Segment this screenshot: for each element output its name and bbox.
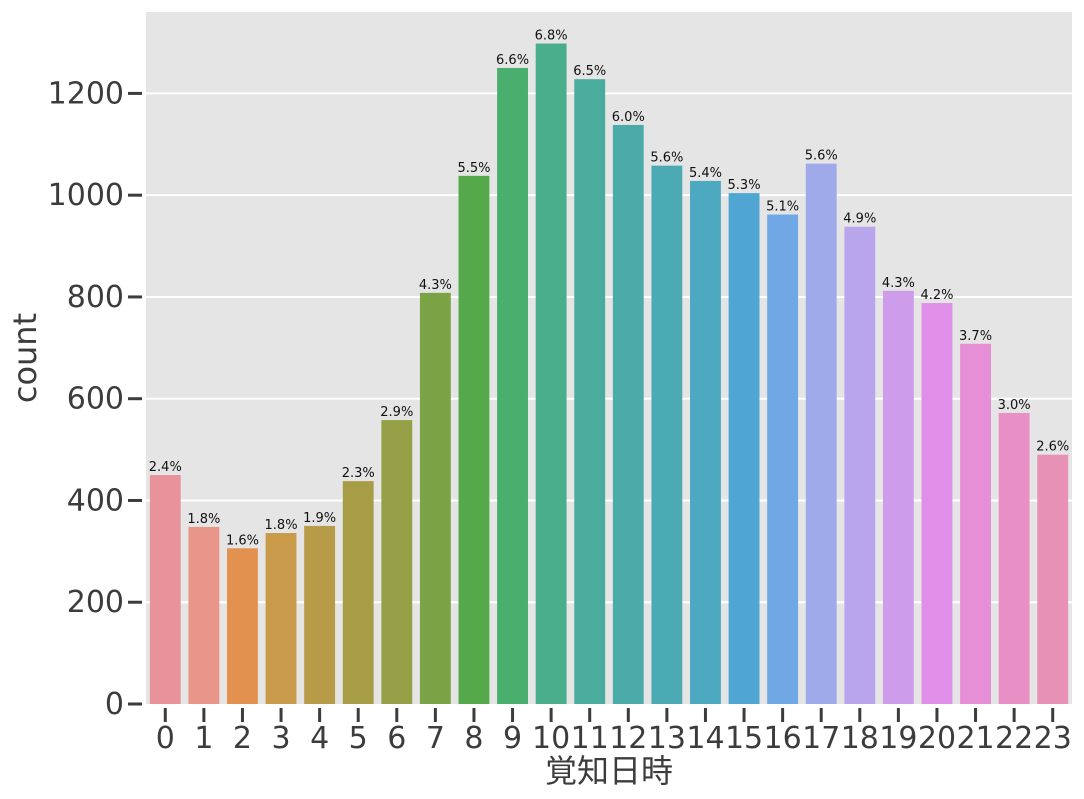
x-tick-label: 1: [194, 721, 213, 756]
x-tick-label: 3: [271, 721, 290, 756]
x-tick-label: 21: [956, 721, 994, 756]
x-axis-title: 覚知日時: [545, 752, 673, 790]
data-label-3: 1.8%: [265, 518, 298, 533]
x-tick-label: 4: [310, 721, 329, 756]
y-tick-label: 1200: [48, 76, 124, 111]
bar-6: [381, 420, 413, 704]
bar-13: [651, 165, 683, 705]
y-axis: 0 200 400 600 800 1000 1200: [48, 76, 142, 722]
bars: [149, 43, 1069, 705]
x-tick-label: 11: [571, 721, 609, 756]
bar-23: [1037, 454, 1069, 704]
data-label-22: 3.0%: [998, 398, 1031, 413]
y-tick-label: 800: [67, 280, 124, 315]
data-label-14: 5.4%: [689, 166, 722, 181]
plot-area: [146, 12, 1072, 704]
bar-22: [998, 412, 1030, 704]
data-label-10: 6.8%: [535, 29, 568, 44]
data-label-7: 4.3%: [419, 278, 452, 293]
x-tick-label: 12: [609, 721, 647, 756]
data-label-8: 5.5%: [457, 161, 490, 176]
x-tick-label: 2: [233, 721, 252, 756]
bar-9: [497, 67, 528, 705]
data-label-6: 2.9%: [380, 405, 413, 420]
data-label-19: 4.3%: [882, 276, 915, 291]
x-tick-label: 5: [349, 721, 368, 756]
bar-5: [342, 481, 374, 704]
x-tick-label: 23: [1034, 721, 1072, 756]
x-tick-label: 0: [156, 721, 175, 756]
data-label-0: 2.4%: [149, 460, 182, 475]
bar-3: [265, 533, 297, 704]
x-tick-label: 13: [648, 721, 686, 756]
bar-14: [690, 180, 721, 704]
x-tick-label: 18: [841, 721, 879, 756]
x-tick-label: 15: [725, 721, 763, 756]
bar-2: [227, 548, 258, 704]
x-tick-label: 10: [532, 721, 570, 756]
bar-4: [304, 525, 336, 704]
bar-19: [882, 290, 914, 704]
data-labels: 2.4% 1.8% 1.6% 1.8% 1.9% 2.3% 2.9% 4.3% 5.5% 6.6%…: [149, 29, 1069, 549]
bar-15: [728, 193, 760, 704]
y-tick-label: 0: [105, 687, 124, 722]
data-label-2: 1.6%: [226, 533, 259, 548]
x-tick-label: 9: [503, 721, 522, 756]
x-tick-label: 19: [879, 721, 917, 756]
bar-12: [612, 124, 644, 705]
data-label-21: 3.7%: [959, 329, 992, 344]
x-tick-label: 16: [764, 721, 802, 756]
x-axis: 0 1 2 3 4 5 6 7 8 9 10 11 12 13 14 15 16 17 18 19 20 21 22 23: [156, 708, 1072, 756]
x-tick-label: 14: [686, 721, 724, 756]
data-label-18: 4.9%: [843, 212, 876, 227]
bar-0: [149, 475, 181, 704]
data-label-23: 2.6%: [1036, 440, 1069, 455]
data-label-17: 5.6%: [805, 149, 838, 164]
x-tick-label: 7: [426, 721, 445, 756]
bar-8: [458, 175, 490, 704]
bar-17: [805, 163, 837, 705]
x-tick-label: 8: [464, 721, 483, 756]
y-tick-label: 1000: [48, 178, 124, 213]
bar-18: [844, 226, 876, 705]
data-label-1: 1.8%: [187, 512, 220, 527]
data-label-9: 6.6%: [496, 53, 529, 68]
bar-1: [188, 526, 220, 704]
x-tick-label: 20: [918, 721, 956, 756]
x-tick-label: 17: [802, 721, 840, 756]
bar-7: [419, 292, 451, 704]
y-tick-label: 200: [67, 585, 124, 620]
bar-20: [921, 303, 953, 704]
data-label-16: 5.1%: [766, 200, 799, 215]
data-label-15: 5.3%: [728, 178, 761, 193]
y-tick-label: 400: [67, 483, 124, 518]
gridlines: [146, 92, 1072, 604]
bar-10: [535, 43, 567, 704]
data-label-5: 2.3%: [342, 466, 375, 481]
data-label-4: 1.9%: [303, 511, 336, 526]
bar-21: [960, 343, 991, 704]
data-label-12: 6.0%: [612, 110, 645, 125]
bar-16: [767, 214, 799, 704]
data-label-20: 4.2%: [920, 288, 953, 303]
x-tick-label: 6: [387, 721, 406, 756]
y-tick-label: 600: [67, 382, 124, 417]
x-tick-label: 22: [995, 721, 1033, 756]
data-label-13: 5.6%: [650, 151, 683, 166]
data-label-11: 6.5%: [573, 64, 606, 79]
bar-11: [574, 79, 606, 705]
y-axis-title: count: [6, 313, 44, 403]
